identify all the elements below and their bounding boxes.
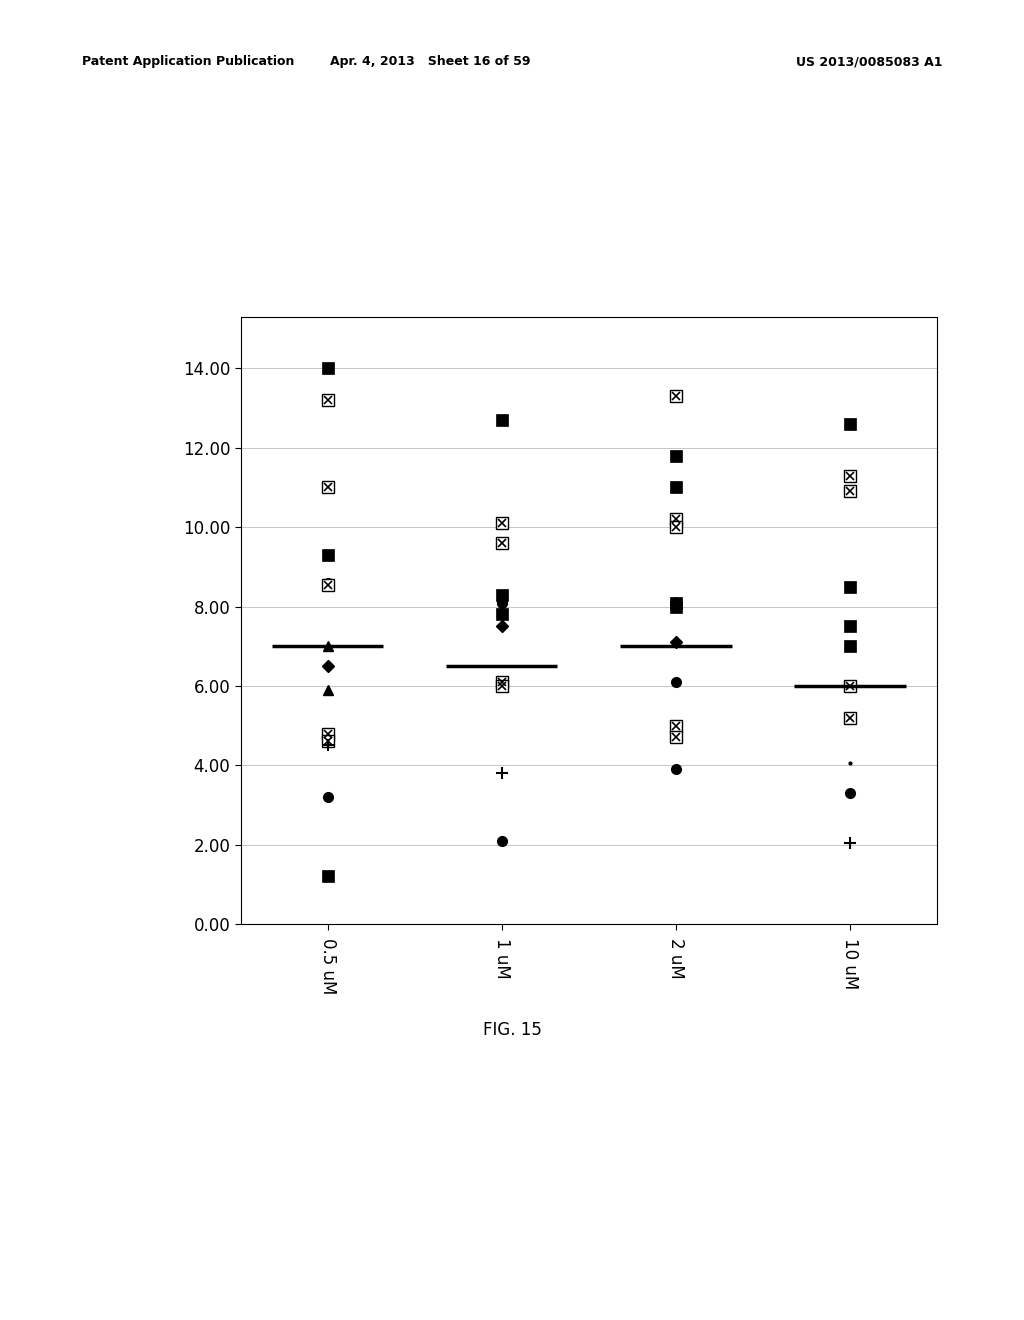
Text: FIG. 15: FIG. 15	[482, 1020, 542, 1039]
Text: US 2013/0085083 A1: US 2013/0085083 A1	[796, 55, 942, 69]
Text: Patent Application Publication: Patent Application Publication	[82, 55, 294, 69]
Text: Apr. 4, 2013   Sheet 16 of 59: Apr. 4, 2013 Sheet 16 of 59	[330, 55, 530, 69]
